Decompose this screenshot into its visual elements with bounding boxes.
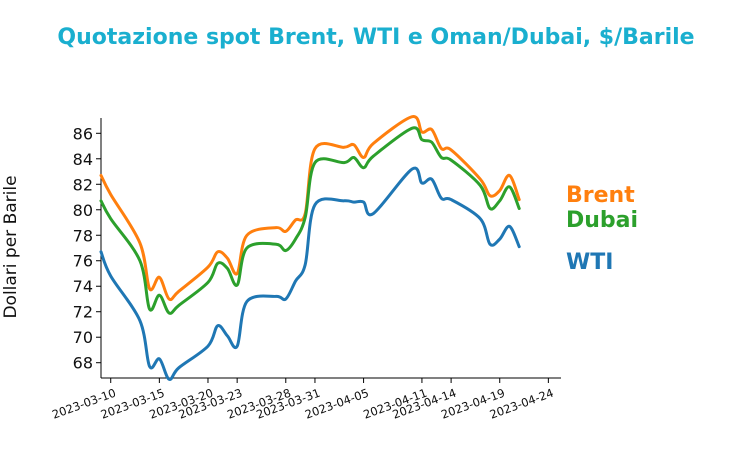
y-tick-label: 86 <box>73 124 93 143</box>
series-line-wti <box>99 166 521 381</box>
y-tick-label: 72 <box>73 303 93 322</box>
y-tick-label: 84 <box>73 150 93 169</box>
y-tick-label: 74 <box>73 277 93 296</box>
series-lines <box>99 115 521 381</box>
series-label-brent: Brent <box>566 183 635 208</box>
y-tick-label: 78 <box>73 226 93 245</box>
series-label-wti: WTI <box>566 250 613 275</box>
y-tick-label: 82 <box>73 175 93 194</box>
series-line-brent <box>99 115 521 302</box>
y-tick-label: 70 <box>73 328 93 347</box>
series-line-dubai <box>99 126 521 315</box>
chart-title: Quotazione spot Brent, WTI e Oman/Dubai,… <box>57 25 695 50</box>
y-tick-label: 68 <box>73 354 93 373</box>
y-tick-label: 76 <box>73 252 93 271</box>
y-axis-label: Dollari per Barile <box>1 175 21 318</box>
y-axis: 68 70 72 74 76 78 80 82 84 86 <box>73 118 102 378</box>
series-label-dubai: Dubai <box>566 208 638 233</box>
y-tick-label: 80 <box>73 201 93 220</box>
x-axis: 2023-03-102023-03-152023-03-202023-03-23… <box>50 377 561 422</box>
